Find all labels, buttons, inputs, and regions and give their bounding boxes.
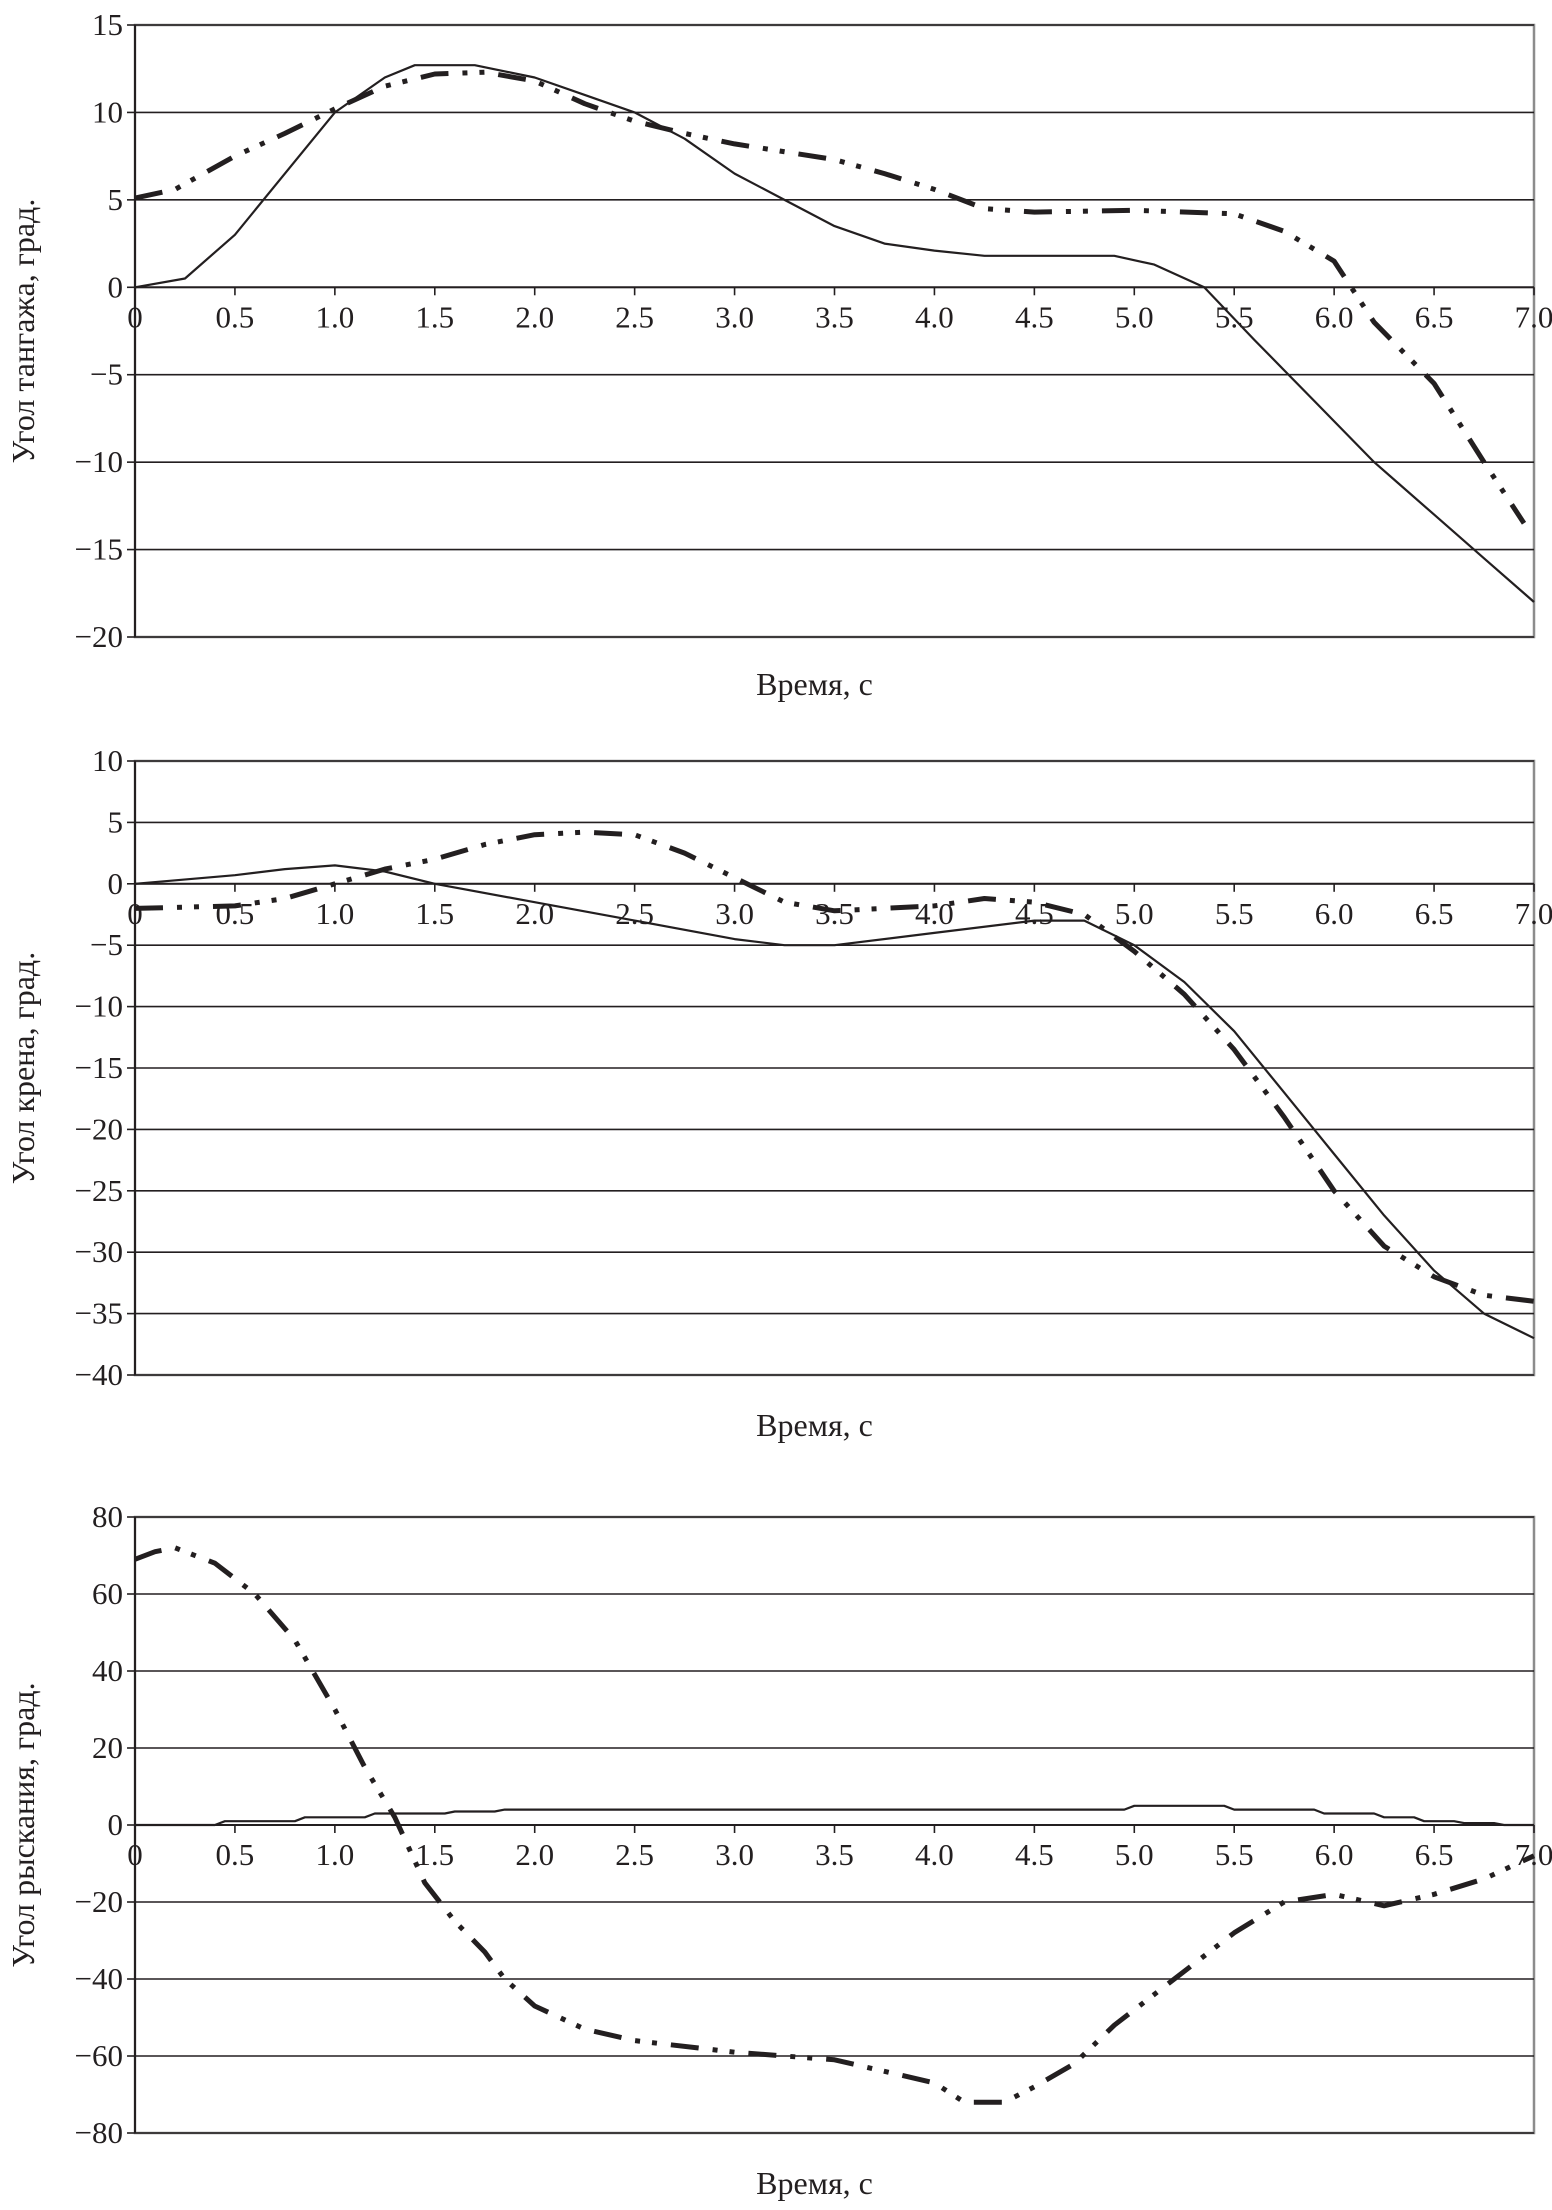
y-tick-label: 15 [92, 7, 123, 42]
y-tick-label: 10 [92, 743, 123, 778]
x-tick-label: 0 [127, 896, 143, 931]
x-tick-label: 3.5 [815, 1837, 854, 1872]
x-tick-label: 4.5 [1015, 1837, 1054, 1872]
y-tick-label: −10 [75, 444, 123, 479]
x-tick-label: 2.5 [615, 896, 654, 931]
y-tick-label: −5 [90, 927, 123, 962]
x-axis-label: Время, с [756, 2165, 873, 2201]
y-tick-label: 0 [108, 1807, 124, 1842]
x-tick-label: 2.5 [615, 299, 654, 334]
y-tick-label: −40 [75, 1961, 123, 1996]
x-tick-label: 3.0 [715, 896, 754, 931]
y-tick-label: 0 [108, 866, 124, 901]
y-tick-label: 5 [108, 804, 124, 839]
x-axis-label: Время, с [756, 666, 873, 702]
series-dash-dot-line [134, 1545, 1536, 2105]
y-tick-label: −60 [75, 2038, 123, 2073]
y-axis-label: Угол рыскания, град. [5, 1682, 41, 1967]
x-tick-label: 6.0 [1315, 896, 1354, 931]
y-tick-label: 0 [108, 269, 124, 304]
y-tick-label: −80 [75, 2115, 123, 2150]
x-tick-label: 5.5 [1215, 1837, 1254, 1872]
y-tick-label: −40 [75, 1357, 123, 1392]
y-tick-label: −20 [75, 619, 123, 654]
y-tick-label: −35 [75, 1296, 123, 1331]
x-tick-label: 6.5 [1415, 1837, 1454, 1872]
x-tick-label: 5.0 [1115, 299, 1154, 334]
x-tick-label: 2.5 [615, 1837, 654, 1872]
x-tick-label: 1.5 [415, 299, 454, 334]
x-tick-label: 4.0 [915, 896, 954, 931]
x-tick-label: 0.5 [216, 299, 255, 334]
y-tick-label: 20 [92, 1730, 123, 1765]
x-tick-label: 7.0 [1515, 299, 1552, 334]
y-tick-label: −5 [90, 357, 123, 392]
x-tick-label: 3.5 [815, 299, 854, 334]
x-tick-label: 0 [127, 299, 143, 334]
x-tick-label: 6.5 [1415, 299, 1454, 334]
x-tick-label: 5.0 [1115, 1837, 1154, 1872]
x-tick-label: 1.5 [415, 896, 454, 931]
y-tick-label: 10 [92, 94, 123, 129]
x-tick-label: 1.0 [315, 896, 354, 931]
x-tick-label: 6.0 [1315, 299, 1354, 334]
x-tick-label: 1.5 [415, 1837, 454, 1872]
y-tick-label: −15 [75, 532, 123, 567]
y-tick-label: −15 [75, 1050, 123, 1085]
x-tick-label: 0 [127, 1837, 143, 1872]
x-tick-label: 0.5 [216, 896, 255, 931]
y-axis-label: Угол тангажа, град. [5, 199, 41, 464]
y-tick-label: 5 [108, 182, 124, 217]
x-tick-label: 2.0 [515, 299, 554, 334]
x-tick-label: 4.0 [915, 299, 954, 334]
x-tick-label: 6.5 [1415, 896, 1454, 931]
y-tick-label: −25 [75, 1173, 123, 1208]
x-tick-label: 4.5 [1015, 896, 1054, 931]
x-tick-label: 3.0 [715, 1837, 754, 1872]
x-tick-label: 5.5 [1215, 896, 1254, 931]
x-tick-label: 1.0 [315, 299, 354, 334]
y-axis-label: Угол крена, град. [5, 952, 41, 1184]
series-solid-line [134, 864, 1535, 1340]
x-tick-label: 7.0 [1515, 896, 1552, 931]
y-tick-label: −10 [75, 989, 123, 1024]
x-axis-label: Время, с [756, 1407, 873, 1443]
series-dash-dot-line [134, 69, 1527, 525]
x-tick-label: 0.5 [216, 1837, 255, 1872]
y-tick-label: −20 [75, 1884, 123, 1919]
x-tick-label: 2.0 [515, 896, 554, 931]
series-solid-line [135, 1804, 1534, 1827]
x-tick-label: 2.0 [515, 1837, 554, 1872]
x-tick-label: 6.0 [1315, 1837, 1354, 1872]
series-dash-dot-line [134, 829, 1535, 1304]
y-tick-label: 60 [92, 1576, 123, 1611]
x-tick-label: 4.0 [915, 1837, 954, 1872]
x-tick-label: 1.0 [315, 1837, 354, 1872]
y-tick-label: 80 [92, 1499, 123, 1534]
x-tick-label: 5.0 [1115, 896, 1154, 931]
x-tick-label: 4.5 [1015, 299, 1054, 334]
x-tick-label: 3.5 [815, 896, 854, 931]
x-tick-label: 3.0 [715, 299, 754, 334]
y-tick-label: −20 [75, 1111, 123, 1146]
y-tick-label: −30 [75, 1234, 123, 1269]
y-tick-label: 40 [92, 1653, 123, 1688]
